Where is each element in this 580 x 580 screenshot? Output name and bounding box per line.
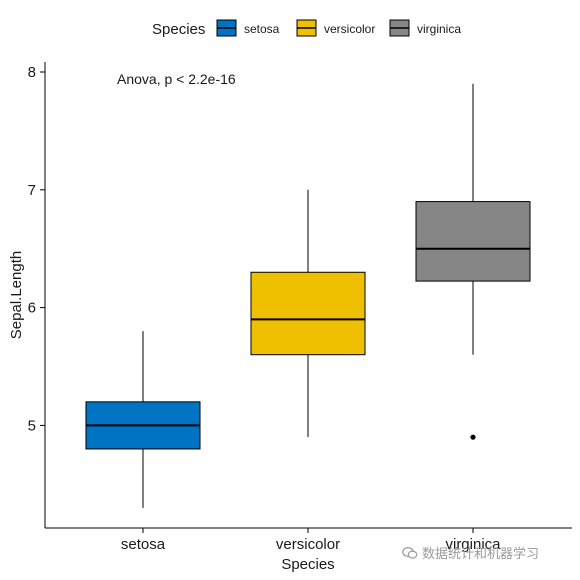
x-tick-label-setosa: setosa [121, 536, 166, 553]
plot-axes: 5 6 7 8 setosa versicolor virginica [28, 62, 572, 553]
y-tick-label-6: 6 [28, 300, 36, 317]
y-tick-label-8: 8 [28, 64, 36, 81]
watermark: 数据统计和机器学习 [402, 543, 539, 562]
box-body-virginica [415, 201, 531, 282]
box-body-versicolor [250, 271, 366, 356]
box-virginica [415, 83, 531, 440]
x-tick-label-versicolor: versicolor [276, 536, 340, 553]
box-setosa [85, 331, 201, 508]
watermark-text: 数据统计和机器学习 [422, 547, 540, 562]
y-tick-label-5: 5 [28, 417, 36, 434]
legend-title: Species [152, 21, 205, 38]
box-versicolor [250, 189, 366, 438]
y-tick-label-7: 7 [28, 182, 36, 199]
annotation-anova: Anova, p < 2.2e-16 [117, 71, 236, 87]
legend-item-virginica: virginica [389, 19, 461, 37]
legend-item-versicolor: versicolor [296, 19, 375, 37]
legend-item-setosa: setosa [216, 19, 280, 37]
legend-label-virginica: virginica [417, 22, 461, 36]
boxes [85, 83, 531, 508]
wechat-icon [402, 546, 418, 559]
x-tick-label-virginica: virginica [445, 536, 501, 553]
legend-label-versicolor: versicolor [324, 22, 375, 36]
legend: Species setosa versicolor virginica [152, 19, 461, 38]
y-axis-label: Sepal.Length [8, 251, 25, 339]
legend-label-setosa: setosa [244, 22, 280, 36]
x-axis-label: Species [281, 556, 334, 573]
outlier-virginica-0 [470, 434, 476, 440]
